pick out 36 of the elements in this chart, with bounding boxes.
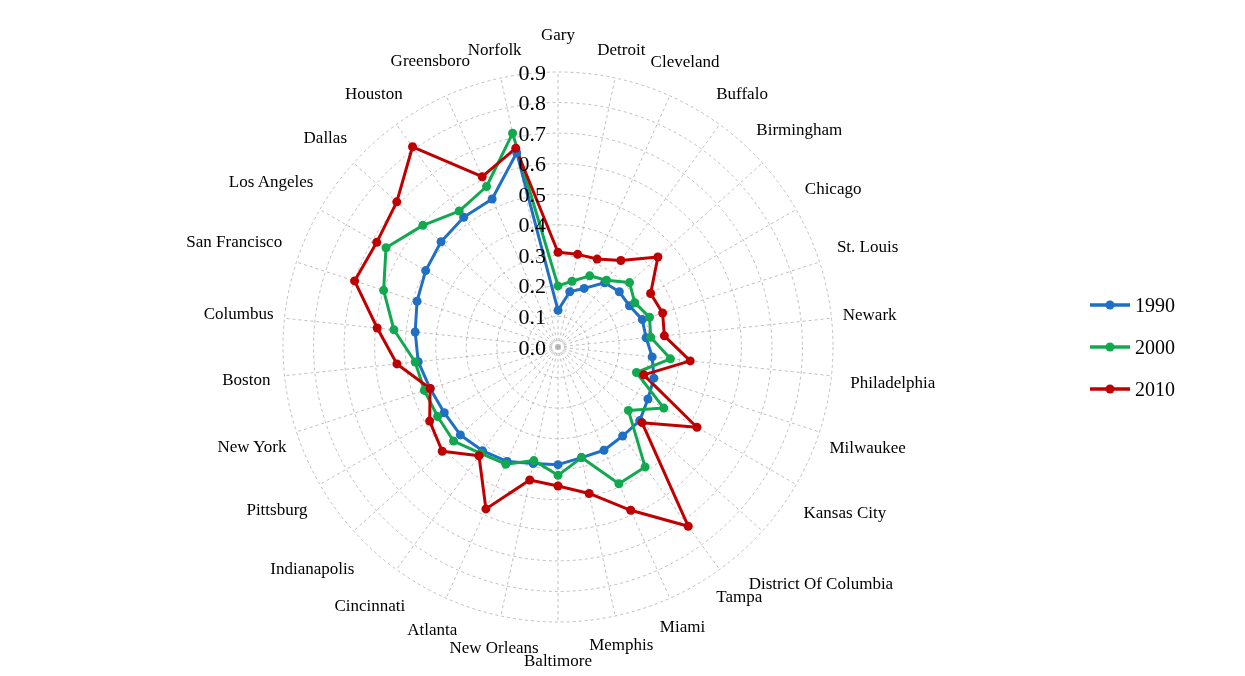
spoke-label: Miami (659, 617, 706, 637)
spoke-label: Norfolk (467, 39, 523, 59)
spoke-label: Atlanta (407, 620, 458, 640)
spoke-label: Boston (222, 370, 271, 390)
legend-label: 2000 (1135, 336, 1175, 358)
spoke-label: Birmingham (756, 120, 843, 140)
spoke-label: Detroit (597, 39, 646, 59)
spoke-label: New York (217, 436, 287, 456)
spoke-label: Dallas (303, 127, 348, 147)
spoke-label: Columbus (203, 303, 274, 323)
y-tick-label: 0.0 (518, 334, 546, 360)
spoke-label: Cleveland (650, 52, 721, 72)
spoke-label: St. Louis (836, 236, 899, 256)
spoke-label: Milwaukee (829, 438, 906, 458)
spoke-label: Greensboro (390, 50, 470, 70)
spoke-label: District Of Columbia (748, 574, 894, 594)
y-tick-label: 0.9 (518, 59, 546, 85)
spoke-label: Memphis (589, 635, 654, 655)
spoke-label: Houston (345, 84, 404, 104)
spoke-label: Philadelphia (850, 372, 936, 392)
spoke-label: Chicago (804, 178, 862, 198)
spoke-label: Indianapolis (270, 558, 355, 578)
spoke-label: Buffalo (716, 84, 768, 104)
spoke-label: Cincinnati (334, 596, 406, 616)
y-tick-label: 0.8 (518, 90, 546, 116)
legend-label: 2010 (1135, 378, 1175, 400)
spoke-label: Newark (842, 304, 898, 324)
y-tick-label: 0.7 (518, 120, 546, 146)
legend-label: 1990 (1135, 294, 1175, 316)
spoke-label: Los Angeles (228, 171, 314, 191)
spoke-label: Pittsburg (246, 499, 309, 519)
y-tick-label: 0.2 (518, 273, 546, 299)
spoke-label: Kansas City (803, 503, 887, 523)
spoke-label: Gary (541, 24, 576, 44)
spoke-label: San Francisco (186, 232, 283, 252)
y-tick-label: 0.1 (518, 303, 546, 329)
